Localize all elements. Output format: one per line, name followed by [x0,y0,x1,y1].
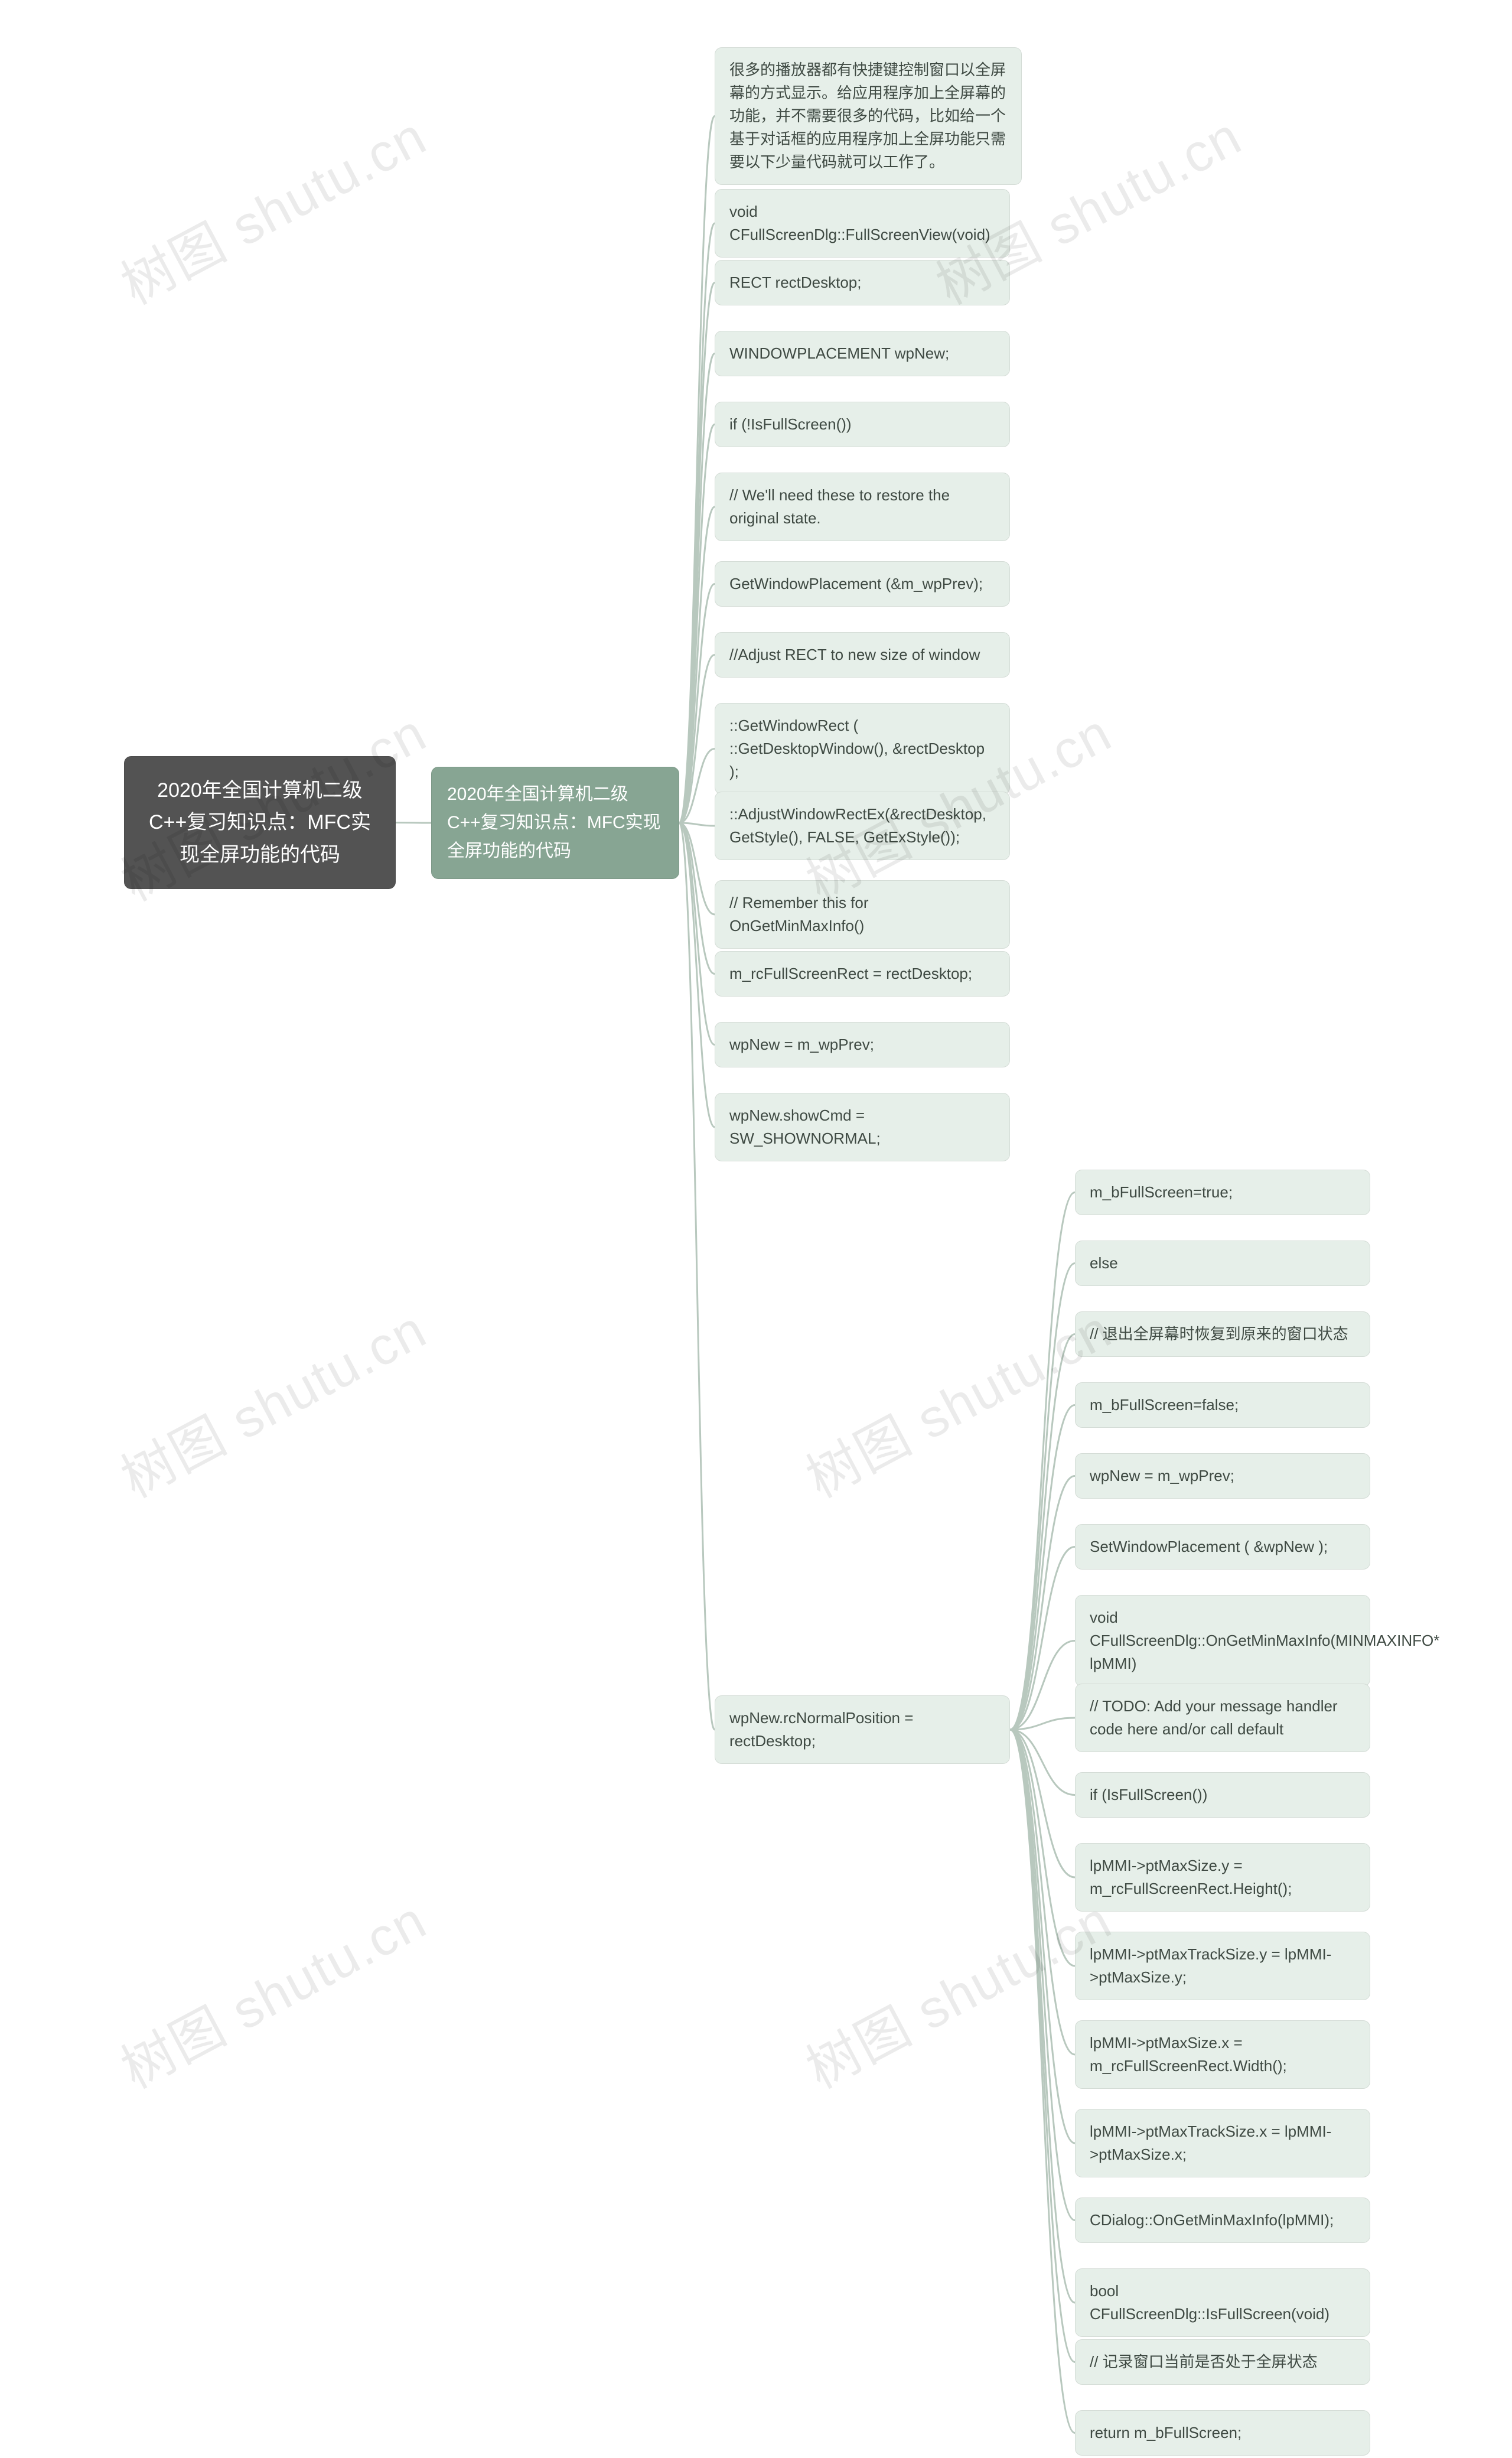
watermark-text: 树图 shutu.cn [791,1287,1123,1512]
edge [1010,1730,1075,2221]
leaf4-node[interactable]: lpMMI->ptMaxTrackSize.y = lpMMI->ptMaxSi… [1075,1932,1370,2000]
edge [679,823,715,826]
edge [1010,1730,1075,2362]
edge [679,425,715,823]
mindmap-canvas: 2020年全国计算机二级C++复习知识点：MFC实现全屏功能的代码 2020年全… [0,0,1512,2458]
edge [1010,1476,1075,1730]
leaf3-node[interactable]: void CFullScreenDlg::FullScreenView(void… [715,189,1010,258]
leaf3-node[interactable]: m_rcFullScreenRect = rectDesktop; [715,951,1010,997]
edge [679,223,715,823]
leaf3-node[interactable]: RECT rectDesktop; [715,260,1010,305]
edge [1010,1641,1075,1730]
edge [1010,1730,1075,2143]
watermark-text: 树图 shutu.cn [791,1878,1123,2103]
edge [1010,1730,1075,1795]
root-node[interactable]: 2020年全国计算机二级C++复习知识点：MFC实现全屏功能的代码 [124,756,396,889]
edge [1010,1730,1075,2303]
edge [1010,1718,1075,1730]
edge [1010,1730,1075,2433]
leaf3-node[interactable]: GetWindowPlacement (&m_wpPrev); [715,561,1010,607]
leaf4-node[interactable]: bool CFullScreenDlg::IsFullScreen(void) [1075,2268,1370,2337]
edge [1010,1730,1075,2055]
edge [679,823,715,914]
leaf3-node[interactable]: ::AdjustWindowRectEx(&rectDesktop, GetSt… [715,792,1010,860]
leaf4-node[interactable]: lpMMI->ptMaxSize.x = m_rcFullScreenRect.… [1075,2020,1370,2089]
leaf4-node[interactable]: void CFullScreenDlg::OnGetMinMaxInfo(MIN… [1075,1595,1370,1687]
leaf4-node[interactable]: SetWindowPlacement ( &wpNew ); [1075,1524,1370,1570]
leaf4-node[interactable]: CDialog::OnGetMinMaxInfo(lpMMI); [1075,2197,1370,2243]
edge [679,823,715,974]
edge [679,823,715,1045]
leaf3-node[interactable]: WINDOWPLACEMENT wpNew; [715,331,1010,376]
edge [1010,1730,1075,1877]
edge [679,507,715,823]
leaf4-node[interactable]: lpMMI->ptMaxSize.y = m_rcFullScreenRect.… [1075,1843,1370,1912]
leaf4-node[interactable]: m_bFullScreen=true; [1075,1170,1370,1215]
edge [679,354,715,823]
leaf4-node[interactable]: return m_bFullScreen; [1075,2410,1370,2456]
leaf3-node[interactable]: wpNew.showCmd = SW_SHOWNORMAL; [715,1093,1010,1161]
edge [679,823,715,1730]
leaf4-node[interactable]: lpMMI->ptMaxTrackSize.x = lpMMI->ptMaxSi… [1075,2109,1370,2177]
leaf4-node[interactable]: // TODO: Add your message handler code h… [1075,1684,1370,1752]
edge [1010,1730,1075,1966]
edge [1010,1405,1075,1730]
edge [1010,1334,1075,1730]
watermark-text: 树图 shutu.cn [106,94,438,319]
leaf3-node[interactable]: // Remember this for OnGetMinMaxInfo() [715,880,1010,949]
leaf4-node[interactable]: // 退出全屏幕时恢复到原来的窗口状态 [1075,1311,1370,1357]
leaf3-node[interactable]: if (!IsFullScreen()) [715,402,1010,447]
edge [1010,1547,1075,1730]
leaf4-node[interactable]: if (IsFullScreen()) [1075,1772,1370,1818]
edge [679,584,715,823]
leaf3-node[interactable]: wpNew.rcNormalPosition = rectDesktop; [715,1695,1010,1764]
leaf4-node[interactable]: wpNew = m_wpPrev; [1075,1453,1370,1499]
edge [679,655,715,823]
edge [679,749,715,823]
leaf3-node[interactable]: // We'll need these to restore the origi… [715,473,1010,541]
leaf3-node[interactable]: 很多的播放器都有快捷键控制窗口以全屏幕的方式显示。给应用程序加上全屏幕的功能，并… [715,47,1022,185]
leaf3-node[interactable]: //Adjust RECT to new size of window [715,632,1010,678]
leaf4-node[interactable]: // 记录窗口当前是否处于全屏状态 [1075,2339,1370,2385]
leaf4-node[interactable]: else [1075,1241,1370,1286]
leaf3-node[interactable]: ::GetWindowRect ( ::GetDesktopWindow(), … [715,703,1010,795]
watermark-text: 树图 shutu.cn [106,1878,438,2103]
edge [1010,1264,1075,1730]
leaf4-node[interactable]: m_bFullScreen=false; [1075,1382,1370,1428]
leaf3-node[interactable]: wpNew = m_wpPrev; [715,1022,1010,1067]
edge [1010,1193,1075,1730]
watermark-text: 树图 shutu.cn [106,1287,438,1512]
mid-node[interactable]: 2020年全国计算机二级C++复习知识点：MFC实现全屏功能的代码 [431,767,679,879]
edge [679,283,715,823]
edge [679,116,715,823]
edge [679,823,715,1127]
